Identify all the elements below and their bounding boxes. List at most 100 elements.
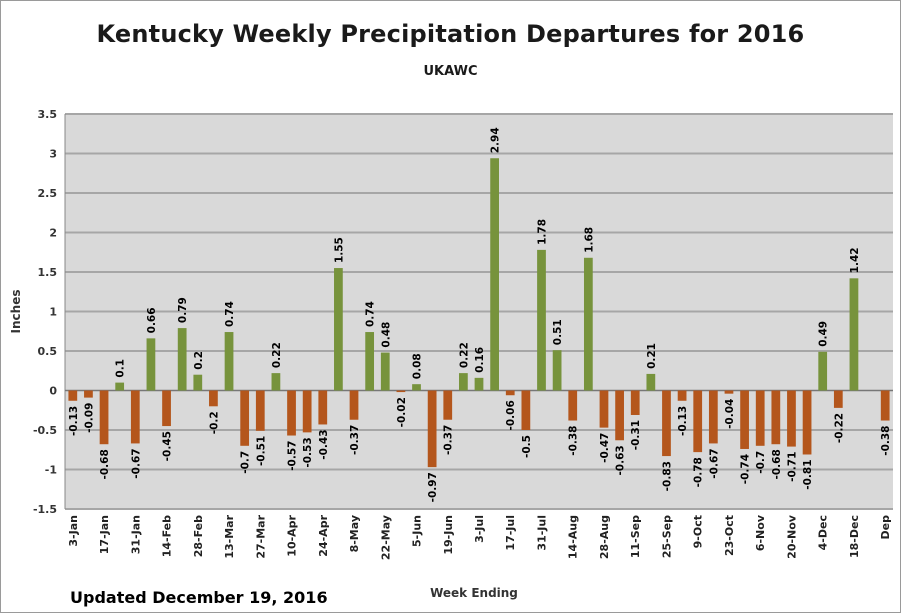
data-label: -0.57 <box>287 441 299 471</box>
bar <box>630 390 640 415</box>
x-axis-title: Week Ending <box>430 586 518 600</box>
x-tick-label: 13-Mar <box>223 514 236 558</box>
data-label: -0.37 <box>443 425 455 455</box>
bar <box>318 390 328 425</box>
bar <box>568 390 578 421</box>
x-tick-label: 18-Dec <box>848 515 861 558</box>
x-tick-label: 31-Jan <box>129 515 142 554</box>
data-label: -0.74 <box>740 454 752 484</box>
data-label: -0.5 <box>521 435 533 458</box>
bar <box>255 390 265 431</box>
bar <box>708 390 718 444</box>
bar <box>99 390 109 445</box>
x-tick-label: 19-Jun <box>442 515 455 555</box>
data-label: -0.51 <box>255 436 267 466</box>
bar <box>412 384 421 391</box>
data-label: -0.06 <box>505 400 517 430</box>
bar <box>802 390 812 455</box>
data-label: -0.38 <box>568 426 580 456</box>
data-label: -0.63 <box>615 445 627 475</box>
y-tick-label: 0.5 <box>38 345 58 358</box>
bar <box>396 390 406 393</box>
data-label: -0.67 <box>130 448 142 478</box>
data-label: 0.79 <box>177 297 189 323</box>
bar <box>459 373 468 391</box>
y-tick-label: 0 <box>49 385 57 398</box>
bar <box>380 352 390 391</box>
data-label: -0.78 <box>693 457 705 487</box>
bar <box>177 328 187 391</box>
x-tick-label: Dep <box>879 515 892 540</box>
bar <box>193 374 203 391</box>
data-label: -0.67 <box>708 448 720 478</box>
bar <box>334 268 343 391</box>
bar <box>646 373 656 391</box>
data-label: 0.66 <box>146 307 158 333</box>
data-label: 1.42 <box>849 247 861 273</box>
data-label: -0.68 <box>771 449 783 479</box>
data-label: -0.38 <box>880 426 892 456</box>
data-label: -0.37 <box>349 425 361 455</box>
bar <box>349 390 359 420</box>
bar <box>693 390 703 453</box>
x-tick-label: 28-Aug <box>598 515 611 559</box>
x-tick-label: 10-Apr <box>286 514 299 556</box>
bar <box>615 390 624 441</box>
bar <box>583 257 593 391</box>
x-tick-label: 31-Jul <box>535 515 548 551</box>
data-label: 0.48 <box>380 322 392 348</box>
bar <box>599 390 609 428</box>
bar <box>849 278 859 391</box>
data-label: -0.2 <box>208 411 220 434</box>
x-tick-label: 14-Aug <box>567 515 580 559</box>
data-label: -0.02 <box>396 397 408 427</box>
y-axis-title: Inches <box>9 290 23 334</box>
bar <box>443 390 453 420</box>
bar <box>146 338 156 391</box>
bar <box>787 390 796 447</box>
bar <box>240 390 250 446</box>
data-label: 1.78 <box>536 219 548 245</box>
data-label: 0.16 <box>474 347 486 373</box>
data-label: -0.09 <box>83 403 95 433</box>
x-tick-label: 23-Oct <box>723 515 736 556</box>
bar <box>677 390 687 401</box>
y-tick-label: -1 <box>45 464 57 477</box>
data-label: -0.7 <box>240 451 252 474</box>
x-tick-label: 11-Sep <box>629 515 642 558</box>
data-label: -0.45 <box>162 431 174 461</box>
data-label: -0.97 <box>427 472 439 502</box>
data-label: -0.68 <box>99 449 111 479</box>
bar <box>771 390 781 445</box>
bar <box>818 351 828 391</box>
y-tick-label: -1.5 <box>33 503 57 516</box>
bar <box>287 390 296 436</box>
data-label: -0.13 <box>68 406 80 436</box>
updated-note: Updated December 19, 2016 <box>70 588 328 607</box>
data-label: 0.22 <box>458 342 470 368</box>
bar <box>271 373 281 391</box>
y-tick-label: 2 <box>49 227 57 240</box>
data-label: 1.55 <box>333 237 345 263</box>
bar <box>490 158 499 391</box>
bar <box>302 390 312 433</box>
bar <box>115 382 125 391</box>
bar <box>552 350 562 391</box>
x-tick-label: 6-Nov <box>754 514 767 551</box>
x-tick-label: 24-Apr <box>317 514 330 556</box>
bar <box>209 390 218 407</box>
bar <box>474 377 484 391</box>
x-tick-label: 4-Dec <box>817 515 830 550</box>
chart-title: Kentucky Weekly Precipitation Departures… <box>96 20 805 48</box>
bar <box>162 390 171 427</box>
x-tick-label: 22-May <box>379 515 392 560</box>
y-tick-label: -0.5 <box>33 424 57 437</box>
bar <box>505 390 515 396</box>
data-label: -0.7 <box>755 451 767 474</box>
data-label: -0.47 <box>599 433 611 463</box>
bar <box>130 390 140 444</box>
y-tick-label: 1 <box>49 306 57 319</box>
bar <box>84 390 93 398</box>
bar <box>68 390 78 401</box>
